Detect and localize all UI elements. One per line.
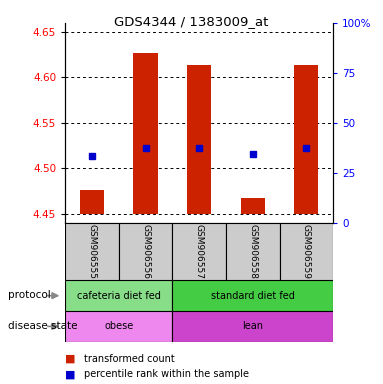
Bar <box>241 198 265 214</box>
Text: GSM906556: GSM906556 <box>141 224 150 279</box>
Bar <box>187 65 211 214</box>
Text: protocol: protocol <box>8 290 51 300</box>
Text: standard diet fed: standard diet fed <box>211 291 295 301</box>
Text: obese: obese <box>104 321 133 331</box>
Text: GSM906557: GSM906557 <box>195 224 204 279</box>
Bar <box>65 223 119 280</box>
Text: GSM906558: GSM906558 <box>248 224 257 279</box>
Bar <box>280 223 333 280</box>
Bar <box>80 190 104 214</box>
Text: percentile rank within the sample: percentile rank within the sample <box>84 369 249 379</box>
Text: cafeteria diet fed: cafeteria diet fed <box>77 291 160 301</box>
Bar <box>65 280 172 311</box>
Text: disease state: disease state <box>8 321 77 331</box>
Text: GDS4344 / 1383009_at: GDS4344 / 1383009_at <box>114 15 269 28</box>
Bar <box>119 223 172 280</box>
Bar <box>172 223 226 280</box>
Bar <box>134 53 158 214</box>
Text: GSM906559: GSM906559 <box>302 224 311 279</box>
Bar <box>294 65 318 214</box>
Bar <box>226 223 280 280</box>
Bar <box>172 311 333 342</box>
Text: GSM906555: GSM906555 <box>87 224 97 279</box>
Bar <box>172 280 333 311</box>
Text: ■: ■ <box>65 354 75 364</box>
Text: lean: lean <box>242 321 263 331</box>
Bar <box>65 311 172 342</box>
Text: transformed count: transformed count <box>84 354 175 364</box>
Text: ■: ■ <box>65 369 75 379</box>
